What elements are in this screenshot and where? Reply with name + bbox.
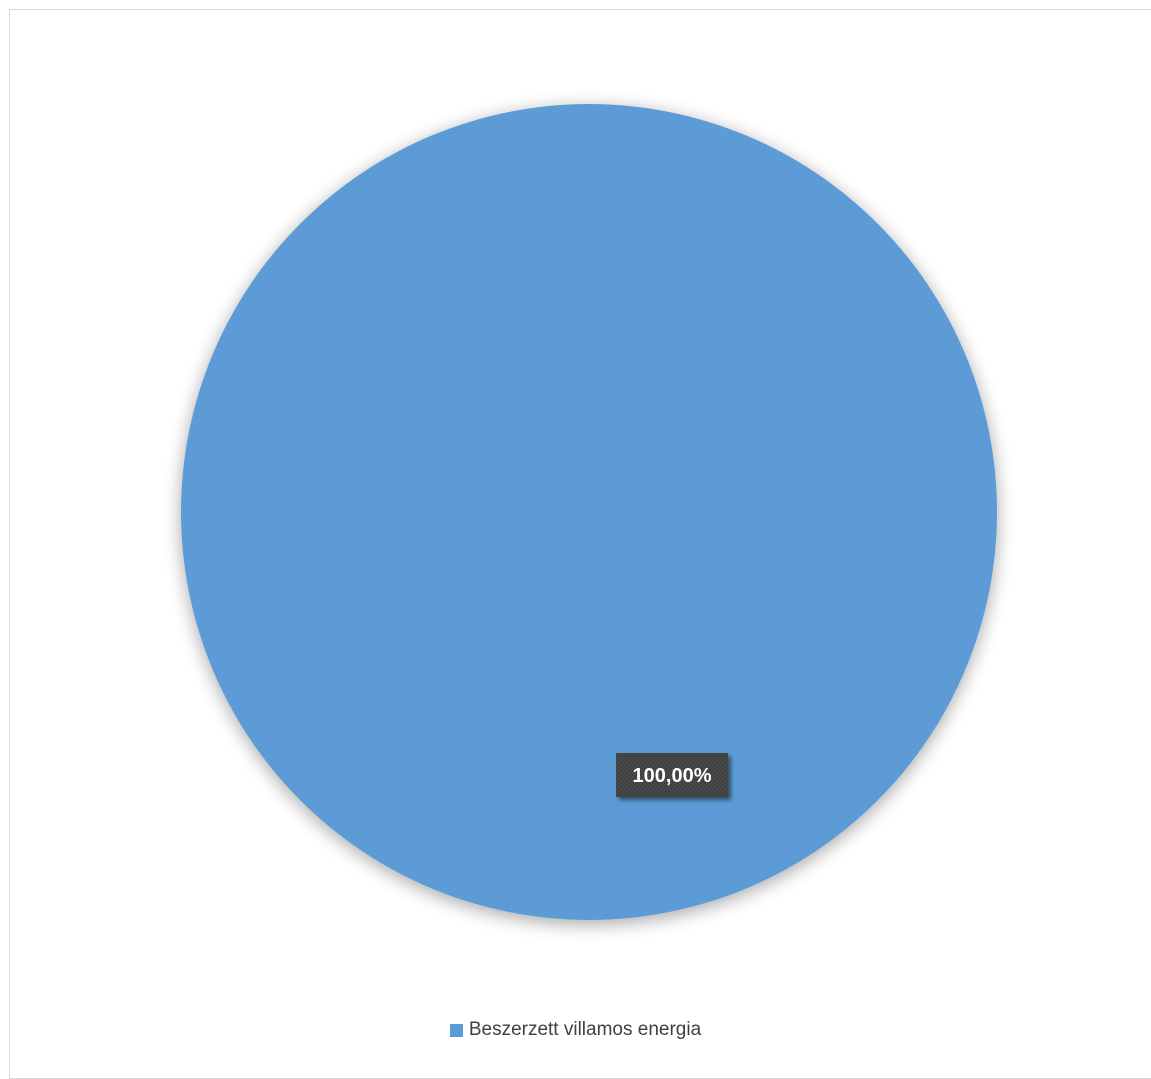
- legend-swatch: [449, 1023, 463, 1037]
- legend: Beszerzett villamos energia: [0, 1019, 1151, 1041]
- pie-slice: [181, 104, 997, 920]
- data-label-text: 100,00%: [633, 765, 712, 787]
- legend-label: Beszerzett villamos energia: [468, 1019, 702, 1040]
- data-label: 100,00%: [616, 753, 728, 797]
- data-label-box: [616, 753, 728, 797]
